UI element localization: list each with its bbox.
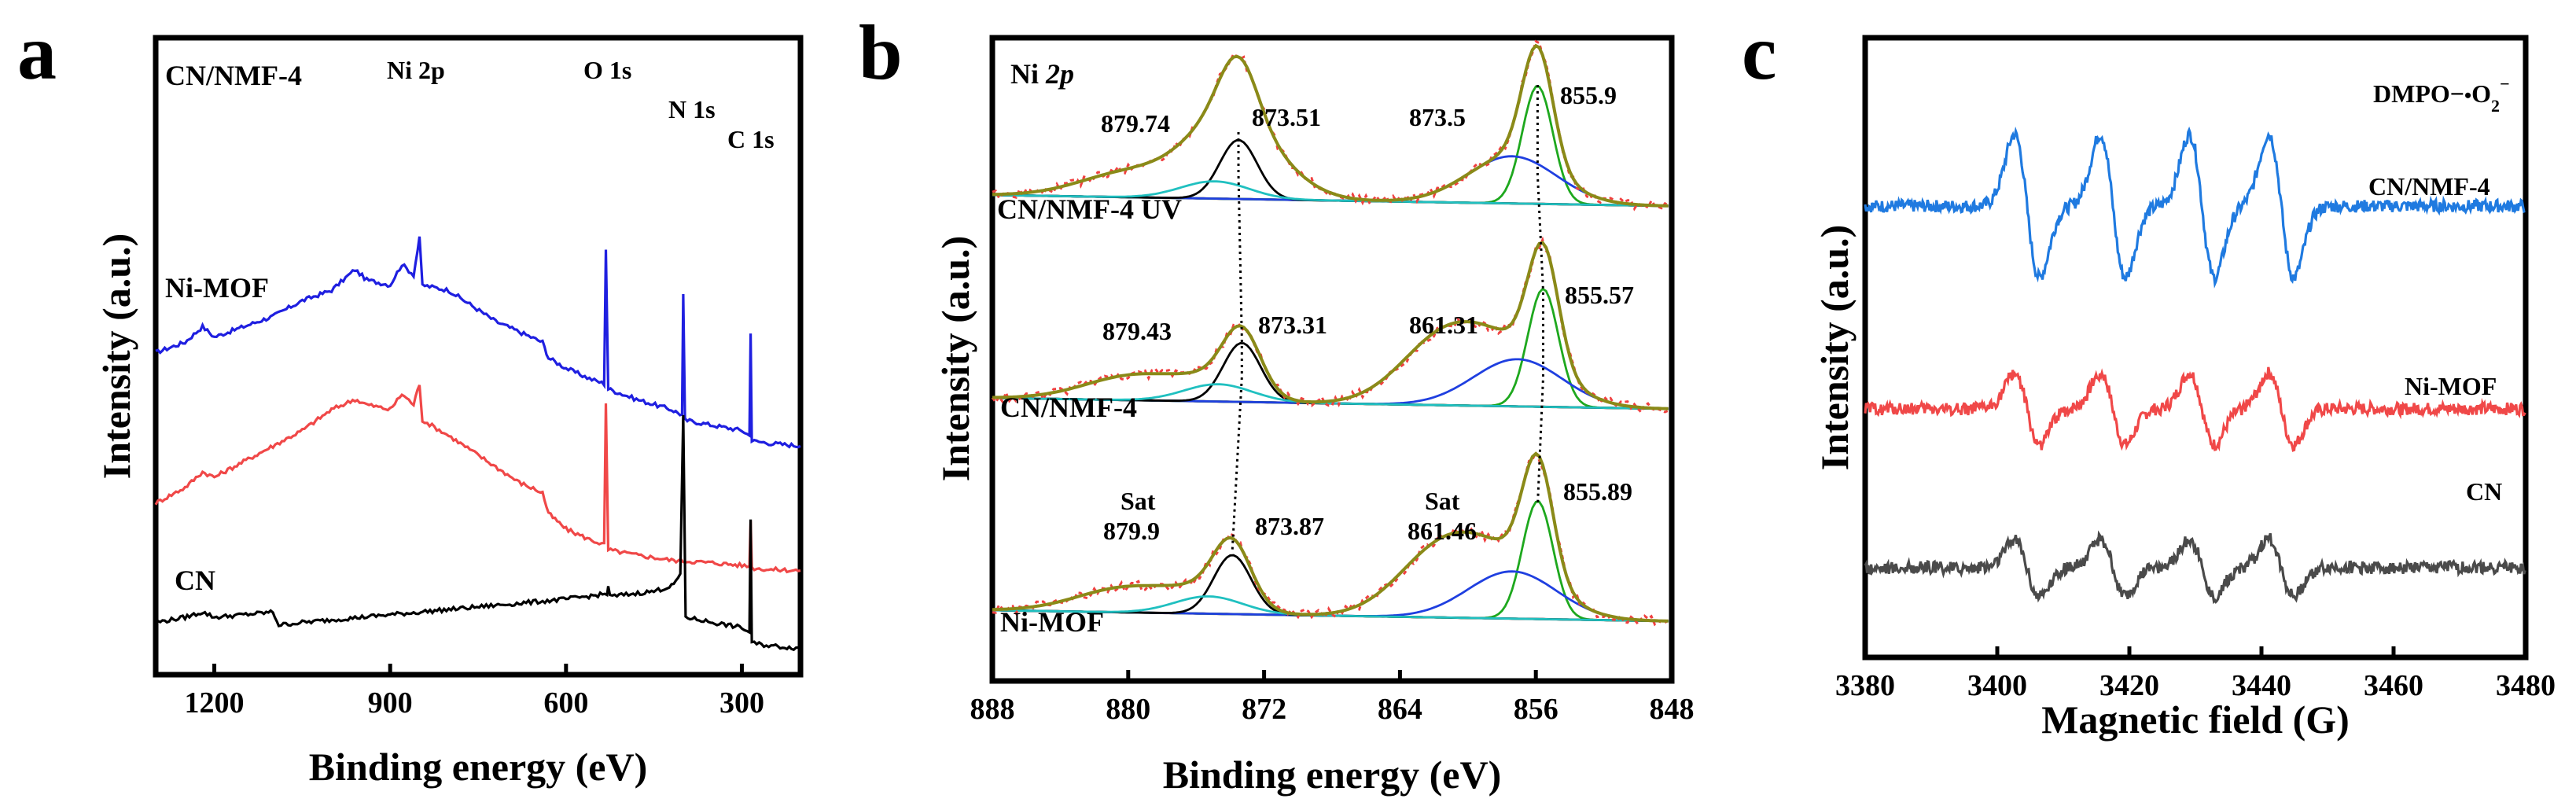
panel-c-tick-label-1: 3400 xyxy=(1967,669,2027,702)
panel-b-s2-component-4 xyxy=(992,383,1669,410)
panel-a-tick-label-0: 1200 xyxy=(185,686,245,720)
panel-c-series-1 xyxy=(1864,366,2526,452)
panel-b-s3-component-4 xyxy=(992,595,1669,623)
panel-b-ticks: 888 880 872 864 856 848 xyxy=(970,670,1695,726)
panel-b-s3-label-1: 873.87 xyxy=(1255,512,1324,540)
panel-b-s2-label-0: 879.43 xyxy=(1102,317,1172,345)
panel-c-title: DMPO−•O2− xyxy=(2373,74,2510,116)
panel-a-series-0 xyxy=(155,236,801,449)
panel-c-tick-label-4: 3460 xyxy=(2364,669,2423,702)
panel-c-xlabel: Magnetic field (G) xyxy=(2041,697,2350,742)
panel-c-label: c xyxy=(1742,9,1776,96)
panel-b-name-nimof: Ni-MOF xyxy=(1000,606,1104,638)
panel-b-frame xyxy=(989,35,1675,684)
panel-c-series-0 xyxy=(1864,126,2526,289)
panel-a-ann-o1s: O 1s xyxy=(583,56,631,84)
panel-a-ann-ni2p: Ni 2p xyxy=(387,56,445,84)
panel-b-s3-component-0 xyxy=(992,500,1669,623)
panel-b-s3-envelope xyxy=(992,451,1669,623)
panel-a-ticks: 1200 900 600 300 xyxy=(185,664,764,720)
panel-c-series xyxy=(1864,126,2526,605)
panel-a-ann-c1s: C 1s xyxy=(727,125,775,153)
panel-c-frame xyxy=(1862,35,2529,661)
panel-b-s3-sat-1: Sat xyxy=(1425,487,1460,515)
panel-b-s2-label-1: 873.31 xyxy=(1258,311,1327,339)
panel-a-ann-n1s: N 1s xyxy=(668,95,716,123)
panel-b-tick-label-2: 872 xyxy=(1242,693,1286,726)
panel-b-s2-raw xyxy=(991,236,1669,414)
panel-c-name-nimof: Ni-MOF xyxy=(2405,372,2497,400)
panel-c-tick-label-5: 3480 xyxy=(2496,669,2556,702)
panel-b: b 888 880 872 864 856 848 Binding energy (eV)… xyxy=(859,9,1695,797)
panel-b-tick-label-4: 856 xyxy=(1514,693,1558,726)
panel-b-spectra xyxy=(991,39,1669,627)
panel-b-tick-label-3: 864 xyxy=(1378,693,1422,726)
panel-b-guides xyxy=(1231,85,1544,551)
panel-b-s1-envelope xyxy=(992,43,1669,208)
panel-b-s1-label-0: 879.74 xyxy=(1101,109,1170,138)
panel-a-series-1 xyxy=(154,385,801,574)
panel-c-series-2 xyxy=(1864,530,2526,605)
panel-a-ylabel: Intensity (a.u.) xyxy=(94,234,138,480)
panel-b-name-cnnmf4uv: CN/NMF-4 UV xyxy=(997,193,1182,225)
panel-a-frame xyxy=(153,35,804,678)
panel-a-xlabel: Binding energy (eV) xyxy=(309,745,648,789)
panel-b-name-cnnmf4: CN/NMF-4 xyxy=(1000,392,1137,423)
panel-b-s2-label-3: 855.57 xyxy=(1565,281,1634,309)
panel-b-s1-component-4 xyxy=(992,180,1669,208)
panel-a-tick-label-2: 600 xyxy=(543,686,588,720)
panel-b-s1-label-2: 873.5 xyxy=(1409,103,1466,131)
panel-b-label: b xyxy=(859,9,903,96)
panel-b-s2-label-2: 861.31 xyxy=(1409,311,1478,339)
panel-b-xlabel: Binding energy (eV) xyxy=(1163,753,1502,797)
panel-a-tick-label-3: 300 xyxy=(719,686,764,720)
panel-b-tick-label-5: 848 xyxy=(1650,693,1695,726)
panel-b-guide-0 xyxy=(1536,85,1544,504)
panel-c-tick-label-0: 3380 xyxy=(1835,669,1895,702)
panel-b-s3-label-3: 855.89 xyxy=(1563,477,1632,506)
panel-b-guide-1 xyxy=(1231,132,1243,551)
panel-b-s3-label-2: 861.46 xyxy=(1408,517,1477,545)
panel-b-s3-label-0: 879.9 xyxy=(1103,517,1160,545)
panel-b-ylabel: Intensity (a.u.) xyxy=(933,236,977,482)
panel-c-name-cn: CN xyxy=(2466,477,2502,506)
panel-a-label-cnnmf4: CN/NMF-4 xyxy=(165,60,302,91)
panel-b-s1-label-1: 873.51 xyxy=(1252,103,1321,131)
panel-b-s1-label-3: 855.9 xyxy=(1560,81,1617,109)
panel-b-tick-label-1: 880 xyxy=(1106,693,1150,726)
panel-c-ylabel: Intensity (a.u.) xyxy=(1812,225,1857,471)
panel-a: a 1200 900 600 300 Binding energy (eV) Inte… xyxy=(17,9,804,789)
panel-b-title: Ni 2p xyxy=(1010,58,1074,90)
panel-c-tick-label-3: 3440 xyxy=(2232,669,2291,702)
panel-c-name-cnnmf4: CN/NMF-4 xyxy=(2368,172,2490,201)
panel-a-tick-label-1: 900 xyxy=(368,686,413,720)
panel-a-label-nimof: Ni-MOF xyxy=(165,272,269,304)
panel-a-label: a xyxy=(17,9,57,96)
panel-a-series-2 xyxy=(154,414,801,652)
panel-b-tick-label-0: 888 xyxy=(970,693,1015,726)
panel-c: c 3380 3400 3420 3440 3460 3480 Magnetic fiel… xyxy=(1742,9,2556,742)
panel-b-s2-envelope xyxy=(992,241,1669,410)
panel-b-s3-sat-0: Sat xyxy=(1121,487,1156,515)
panel-a-series xyxy=(154,236,801,652)
panel-c-ticks: 3380 3400 3420 3440 3460 3480 xyxy=(1835,646,2556,702)
panel-a-label-cn: CN xyxy=(175,565,215,596)
panel-c-tick-label-2: 3420 xyxy=(2099,669,2159,702)
